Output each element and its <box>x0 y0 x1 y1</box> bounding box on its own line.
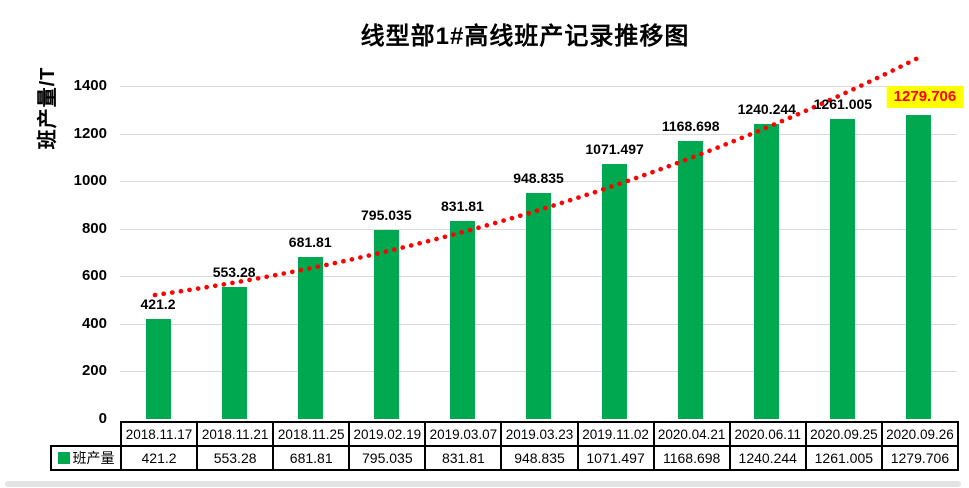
table-date-cell[interactable]: 2018.11.25 <box>272 421 351 447</box>
table-date-cell[interactable]: 2020.06.11 <box>728 421 807 447</box>
bar-value-label: 1168.698 <box>661 118 720 135</box>
bar[interactable] <box>145 318 171 419</box>
bar[interactable] <box>297 256 323 419</box>
bar-value-label: 831.81 <box>440 198 484 215</box>
bar-value-label: 1240.244 <box>737 100 796 117</box>
table-date-cell[interactable]: 2018.11.17 <box>120 421 199 447</box>
table-value-cell[interactable]: 1168.698 <box>652 445 731 471</box>
table-value-cell[interactable]: 795.035 <box>348 445 427 471</box>
bar[interactable] <box>373 229 399 419</box>
table-date-cell[interactable]: 2020.09.26 <box>880 421 959 447</box>
y-tick-label: 1000 <box>73 172 107 190</box>
bar[interactable] <box>221 287 247 419</box>
table-date-cell[interactable]: 2019.03.07 <box>424 421 503 447</box>
table-value-cell[interactable]: 681.81 <box>272 445 351 471</box>
bar[interactable] <box>526 193 551 419</box>
table-value-cell[interactable]: 553.28 <box>196 445 275 471</box>
bar-value-label: 948.835 <box>513 170 564 187</box>
bar-value-label: 421.2 <box>140 295 176 312</box>
table-value-cell[interactable]: 1240.244 <box>728 445 807 471</box>
y-tick-label: 600 <box>81 267 107 285</box>
y-tick-label: 200 <box>81 362 107 380</box>
legend-cell[interactable]: 班产量 <box>50 445 122 471</box>
y-tick-label: 800 <box>81 219 107 237</box>
table-date-cell[interactable]: 2019.11.02 <box>576 421 655 447</box>
y-axis-title: 班产量/T <box>37 66 59 150</box>
bar[interactable] <box>602 164 628 419</box>
bar[interactable] <box>754 123 780 419</box>
y-tick-label: 0 <box>98 410 107 427</box>
table-value-cell[interactable]: 948.835 <box>500 445 579 471</box>
y-tick-label: 1200 <box>73 124 107 142</box>
bar-value-label: 681.81 <box>288 233 332 250</box>
horizontal-scrollbar[interactable] <box>5 481 961 487</box>
bar[interactable] <box>449 221 475 419</box>
table-date-cell[interactable]: 2019.03.23 <box>500 421 579 447</box>
y-tick-label: 400 <box>81 314 107 332</box>
table-value-cell[interactable]: 831.81 <box>424 445 503 471</box>
y-tick-label: 1400 <box>73 77 107 94</box>
table-date-cell[interactable]: 2020.04.21 <box>652 421 731 447</box>
bar[interactable] <box>906 114 932 419</box>
table-date-cell[interactable]: 2019.02.19 <box>348 421 427 447</box>
bar[interactable] <box>830 119 856 419</box>
table-value-cell[interactable]: 1071.497 <box>576 445 655 471</box>
bar-value-label: 1071.497 <box>585 141 644 158</box>
chart-title: 线型部1#高线班产记录推移图 <box>360 23 690 50</box>
bar-value-label: 1261.005 <box>813 96 873 113</box>
legend-label: 班产量 <box>72 449 115 466</box>
table-date-cell[interactable]: 2018.11.21 <box>196 421 275 447</box>
bar-value-label: 553.28 <box>212 264 256 281</box>
table-date-cell[interactable]: 2020.09.25 <box>804 421 883 447</box>
bar-value-label: 1279.706 <box>886 85 964 108</box>
bar[interactable] <box>678 141 704 419</box>
table-value-cell[interactable]: 421.2 <box>120 445 199 471</box>
table-value-cell[interactable]: 1261.005 <box>804 445 883 471</box>
bar-value-label: 795.035 <box>361 206 412 223</box>
table-value-cell[interactable]: 1279.706 <box>880 445 959 471</box>
gridline <box>120 86 957 87</box>
legend-swatch-icon <box>57 452 70 464</box>
